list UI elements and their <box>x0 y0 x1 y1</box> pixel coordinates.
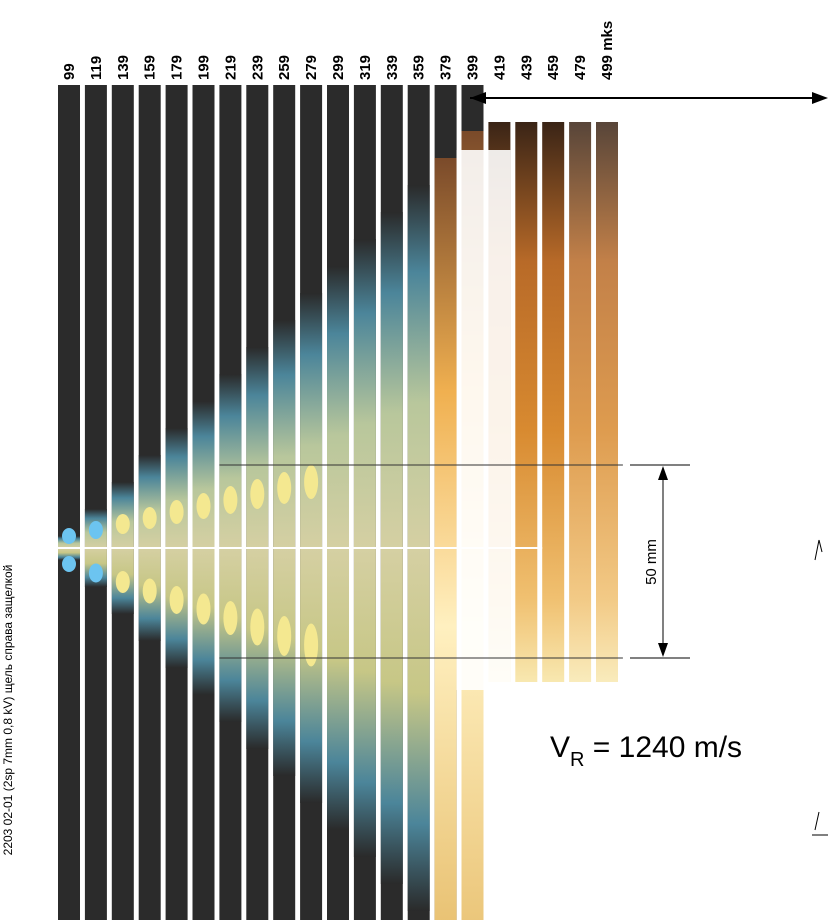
droplet <box>115 571 130 593</box>
frame-label: 259 <box>276 55 293 80</box>
droplet <box>304 465 319 499</box>
frame-label: 499 mks <box>599 21 616 80</box>
droplet <box>250 608 265 646</box>
droplet <box>62 556 76 572</box>
scale-label: 50 mm <box>643 539 660 585</box>
frame-label: 179 <box>169 55 186 80</box>
droplet <box>304 623 319 667</box>
side-note: 2203 02-01 (2sp 7mm 0,8 kV) щель справа … <box>1 565 15 856</box>
frame-label: 459 <box>545 55 562 80</box>
frame-label: 379 <box>438 55 455 80</box>
frame-label: 439 <box>518 55 535 80</box>
frame-label: 199 <box>196 55 213 80</box>
velocity-label: VR = 1240 m/s <box>550 731 742 771</box>
frame-label: 319 <box>357 55 374 80</box>
droplet <box>115 514 130 534</box>
arrow-head <box>470 92 486 104</box>
arrow-head <box>812 92 828 104</box>
droplet <box>196 593 211 625</box>
frame-label: 359 <box>411 55 428 80</box>
frame-label: 139 <box>115 55 132 80</box>
frame-label: 339 <box>384 55 401 80</box>
droplet <box>277 472 292 504</box>
droplet <box>223 486 238 514</box>
droplet <box>169 500 184 524</box>
frame <box>515 122 538 682</box>
mark <box>812 811 828 836</box>
frame-label: 159 <box>142 55 159 80</box>
frame-label: 239 <box>249 55 266 80</box>
velocity-subscript: R <box>570 749 584 771</box>
frame-label: 119 <box>88 56 105 80</box>
frame <box>542 122 565 682</box>
droplet <box>196 493 211 519</box>
arrow-head <box>658 643 668 657</box>
frame <box>58 85 80 920</box>
frame-label: 219 <box>222 55 239 80</box>
frame <box>84 85 107 920</box>
velocity-value: = 1240 m/s <box>584 731 742 764</box>
frames: 99 119 139 159 179 199 219 239 259 279 299 319 339 35… <box>58 21 623 920</box>
droplet <box>88 521 103 539</box>
jet-glow <box>434 158 457 920</box>
frame-label: 419 <box>491 55 508 80</box>
droplet <box>62 528 76 544</box>
frame-label: 99 <box>61 63 78 80</box>
velocity-symbol: V <box>550 731 570 764</box>
droplet <box>142 578 157 604</box>
frame-label: 299 <box>330 55 347 80</box>
droplet <box>142 507 157 529</box>
frame-label: 279 <box>303 55 320 80</box>
droplet <box>250 479 265 509</box>
frame-label: 479 <box>572 55 589 80</box>
arrow-head <box>658 466 668 480</box>
droplet <box>169 586 184 614</box>
mark <box>814 539 823 561</box>
droplet <box>277 616 292 656</box>
droplet <box>88 563 103 583</box>
frame <box>569 122 592 682</box>
frame-label: 399 <box>465 55 482 80</box>
flash-area <box>456 150 511 690</box>
droplet <box>223 601 238 635</box>
frame <box>596 122 618 682</box>
